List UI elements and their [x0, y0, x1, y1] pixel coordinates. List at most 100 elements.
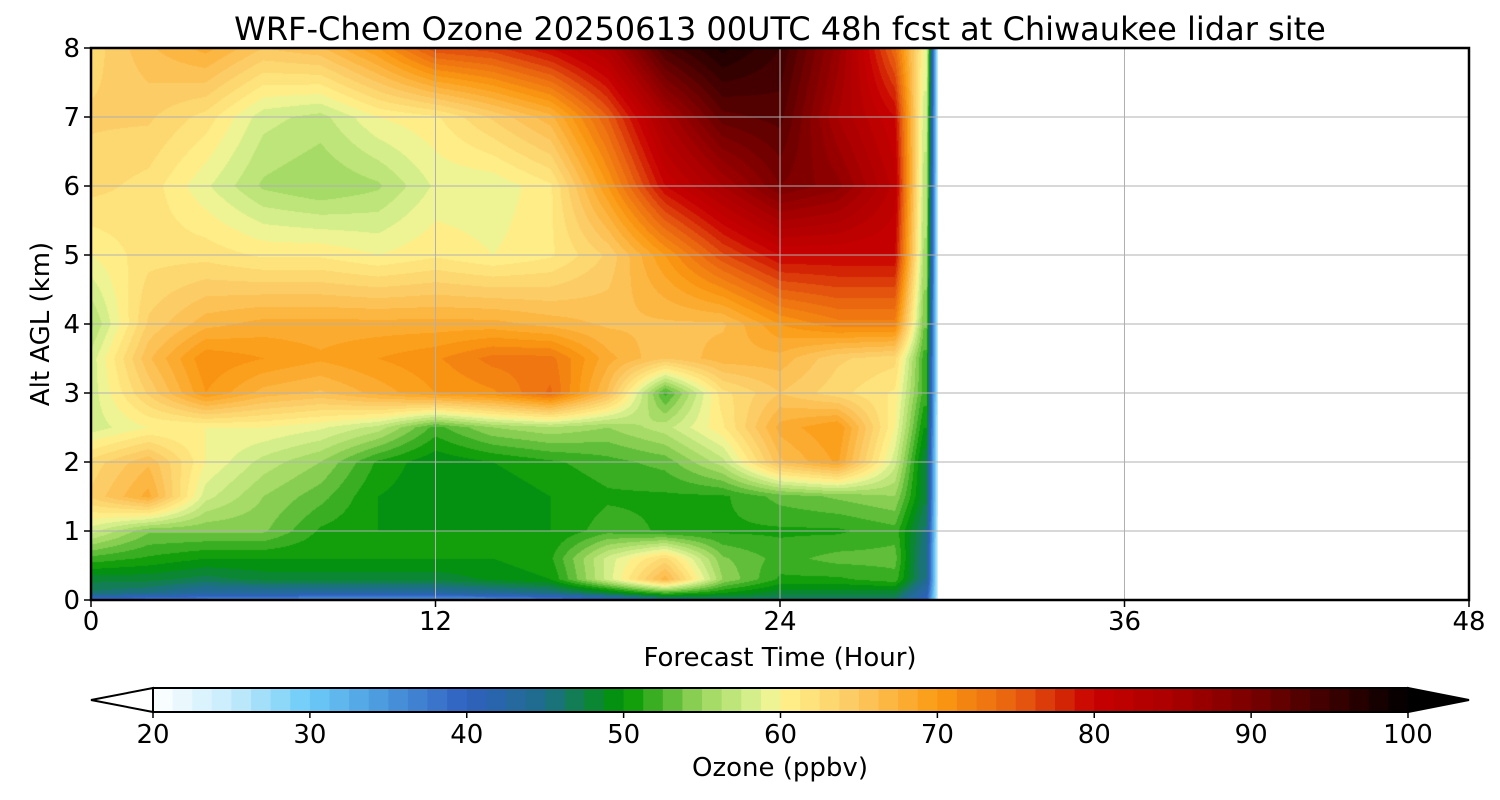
colorbar-swatch	[584, 688, 605, 712]
colorbar-tick-label: 70	[921, 720, 954, 750]
colorbar-swatch	[192, 688, 213, 712]
colorbar-swatch	[466, 688, 487, 712]
colorbar-swatch	[604, 688, 625, 712]
colorbar-tick-label: 40	[450, 720, 483, 750]
colorbar-swatch	[1309, 688, 1331, 712]
colorbar-swatch	[251, 688, 272, 712]
colorbar-under-extension	[90, 686, 154, 714]
colorbar-swatch	[839, 688, 860, 712]
colorbar-swatch	[1113, 688, 1135, 712]
colorbar-swatch	[1368, 688, 1389, 712]
x-tick-label: 24	[763, 607, 796, 637]
colorbar-swatch	[407, 688, 429, 712]
colorbar-swatch	[702, 688, 723, 712]
colorbar-swatch	[290, 688, 311, 712]
colorbar-swatch	[1094, 688, 1115, 712]
colorbar-swatch	[800, 688, 821, 712]
colorbar-swatch	[721, 688, 742, 712]
colorbar-swatches	[153, 688, 1409, 712]
colorbar-swatch	[349, 688, 370, 712]
colorbar-swatch	[1015, 688, 1037, 712]
x-tick-label: 12	[419, 607, 452, 637]
colorbar-swatch	[525, 688, 546, 712]
colorbar-swatch	[270, 688, 291, 712]
colorbar-tick-label: 100	[1383, 720, 1433, 750]
y-tick-label: 0	[63, 586, 80, 616]
colorbar-swatch	[1231, 688, 1252, 712]
x-tick-label: 0	[83, 607, 100, 637]
colorbar-swatch	[623, 688, 644, 712]
colorbar-swatch	[1329, 688, 1350, 712]
colorbar-swatch	[172, 688, 193, 712]
colorbar-swatch	[898, 688, 919, 712]
colorbar-tick-label: 60	[764, 720, 797, 750]
colorbar-swatch	[643, 688, 664, 712]
colorbar-swatch	[1035, 688, 1056, 712]
colorbar-swatch	[1270, 688, 1291, 712]
colorbar-swatch	[309, 688, 331, 712]
colorbar-swatch	[153, 688, 174, 712]
colorbar: 20 30 40 50 60 70 80 90 100 Ozone (ppbv)	[90, 686, 1470, 783]
colorbar-swatch	[505, 688, 527, 712]
x-tick-label: 48	[1452, 607, 1485, 637]
x-axis-ticks: 0 12 24 36 48	[83, 600, 1486, 637]
colorbar-swatch	[1153, 688, 1174, 712]
colorbar-swatch	[996, 688, 1017, 712]
colorbar-swatch	[211, 688, 233, 712]
colorbar-swatch	[878, 688, 899, 712]
y-tick-label: 3	[63, 379, 80, 409]
colorbar-swatch	[545, 688, 566, 712]
colorbar-swatch	[1388, 688, 1409, 712]
colorbar-swatch	[1290, 688, 1311, 712]
chart-title: WRF-Chem Ozone 20250613 00UTC 48h fcst a…	[234, 10, 1326, 48]
x-tick-label: 36	[1108, 607, 1141, 637]
colorbar-swatch	[368, 688, 389, 712]
colorbar-swatch	[917, 688, 938, 712]
colorbar-swatch	[937, 688, 958, 712]
colorbar-swatch	[760, 688, 782, 712]
colorbar-tick-label: 20	[136, 720, 169, 750]
colorbar-swatch	[447, 688, 468, 712]
y-axis-label: Alt AGL (km)	[26, 242, 56, 406]
colorbar-swatch	[1211, 688, 1233, 712]
colorbar-swatch	[976, 688, 997, 712]
colorbar-over-extension	[1407, 686, 1470, 714]
colorbar-swatch	[819, 688, 840, 712]
y-tick-label: 2	[63, 448, 80, 478]
colorbar-swatch	[682, 688, 703, 712]
colorbar-swatch	[1192, 688, 1213, 712]
x-axis-label: Forecast Time (Hour)	[643, 643, 916, 673]
y-tick-label: 7	[63, 103, 80, 133]
colorbar-swatch	[388, 688, 409, 712]
y-tick-label: 6	[63, 172, 80, 202]
y-tick-label: 4	[63, 310, 80, 340]
colorbar-swatch	[1349, 688, 1370, 712]
colorbar-swatch	[231, 688, 252, 712]
colorbar-swatch	[780, 688, 801, 712]
colorbar-swatch	[486, 688, 507, 712]
colorbar-tick-label: 80	[1078, 720, 1111, 750]
plot-area	[89, 46, 1471, 602]
colorbar-swatch	[741, 688, 762, 712]
colorbar-swatch	[329, 688, 350, 712]
colorbar-swatch	[427, 688, 448, 712]
y-tick-label: 1	[63, 517, 80, 547]
colorbar-ticks: 20 30 40 50 60 70 80 90 100	[136, 712, 1433, 750]
colorbar-swatch	[1172, 688, 1193, 712]
colorbar-swatch	[1251, 688, 1272, 712]
colorbar-tick-label: 50	[607, 720, 640, 750]
colorbar-swatch	[662, 688, 684, 712]
y-tick-label: 5	[63, 241, 80, 271]
colorbar-swatch	[564, 688, 586, 712]
y-tick-label: 8	[63, 34, 80, 64]
colorbar-swatch	[1074, 688, 1095, 712]
colorbar-tick-label: 30	[293, 720, 326, 750]
colorbar-swatch	[1055, 688, 1076, 712]
y-axis-ticks: 0 1 2 3 4 5 6 7 8	[63, 34, 91, 616]
colorbar-label: Ozone (ppbv)	[692, 753, 868, 783]
colorbar-swatch	[1133, 688, 1154, 712]
colorbar-tick-label: 90	[1235, 720, 1268, 750]
colorbar-swatch	[858, 688, 880, 712]
colorbar-swatch	[956, 688, 978, 712]
